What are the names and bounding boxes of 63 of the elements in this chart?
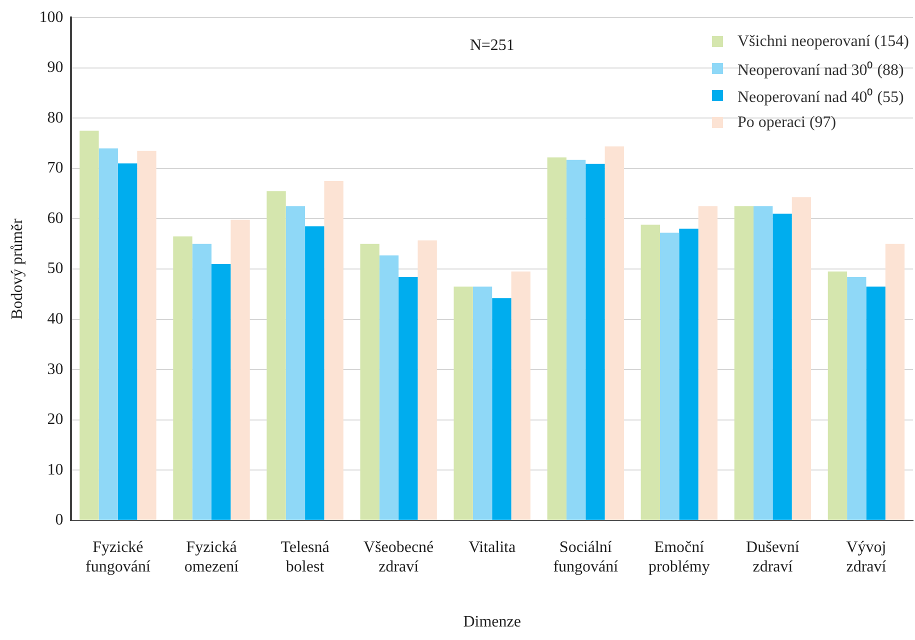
y-tick-label: 30 [47, 360, 64, 378]
bar [212, 264, 231, 520]
x-tick-label: Všeobecné zdraví [363, 539, 434, 576]
bar [511, 272, 530, 520]
bar [286, 206, 306, 520]
legend-label: Všichni neoperovaní (154) [737, 32, 909, 50]
bar [398, 277, 418, 520]
bar [586, 164, 605, 520]
bar [230, 220, 250, 520]
legend-label: Neoperovaní nad 30⁰ (88) [737, 60, 904, 80]
bar [847, 277, 866, 520]
bar [492, 298, 512, 520]
bar [698, 206, 718, 520]
bar [118, 163, 138, 520]
x-tick-label: Telesná bolest [280, 539, 330, 576]
bar [547, 157, 566, 520]
bar [472, 286, 492, 520]
bar [640, 224, 660, 520]
y-axis-title: Bodový průměr [8, 218, 26, 320]
bar [98, 148, 118, 520]
bar [454, 286, 473, 520]
x-tick-label: Fyzická omezení [184, 539, 240, 576]
y-tick-label: 10 [47, 461, 64, 478]
x-axis-title: Dimenze [463, 614, 521, 631]
y-tick-label: 90 [47, 59, 64, 76]
bar [192, 244, 212, 520]
y-tick-label: 60 [47, 210, 64, 227]
y-tick-label: 50 [47, 260, 64, 278]
bar [734, 206, 754, 520]
bar [173, 236, 192, 520]
bar [754, 206, 773, 520]
x-tick-label: Emoční problémy [648, 539, 710, 576]
x-tick-label: Vitalita [468, 539, 516, 556]
y-tick-label: 70 [47, 160, 64, 177]
y-tick-label: 80 [47, 109, 64, 126]
bar [305, 226, 324, 520]
bar [80, 130, 99, 520]
bar [679, 228, 698, 520]
bar [866, 286, 886, 520]
x-tick-label: Fyzické fungování [86, 539, 151, 576]
bar [418, 240, 437, 520]
annotation: N=251 [470, 36, 514, 54]
y-tick-label: 0 [55, 512, 64, 529]
y-tick-label: 40 [47, 310, 64, 328]
bar [660, 232, 680, 520]
bar [566, 160, 586, 520]
x-tick-label: Duševní zdraví [746, 539, 800, 576]
bar [266, 191, 286, 520]
x-tick-label: Sociální fungování [553, 539, 619, 576]
bar [828, 272, 848, 520]
bar [604, 146, 624, 520]
bar [772, 214, 792, 520]
bar [379, 255, 399, 520]
y-tick-label: 100 [39, 8, 64, 26]
legend-label: Neoperovaní nad 40⁰ (55) [737, 87, 904, 106]
bar [885, 244, 905, 520]
bar [324, 181, 344, 520]
x-tick-label: Vývoj zdraví [846, 539, 887, 576]
bar [360, 244, 380, 520]
bar [792, 197, 812, 520]
legend-label: Po operaci (97) [737, 114, 836, 132]
y-tick-label: 20 [47, 411, 64, 428]
bar [137, 150, 156, 520]
